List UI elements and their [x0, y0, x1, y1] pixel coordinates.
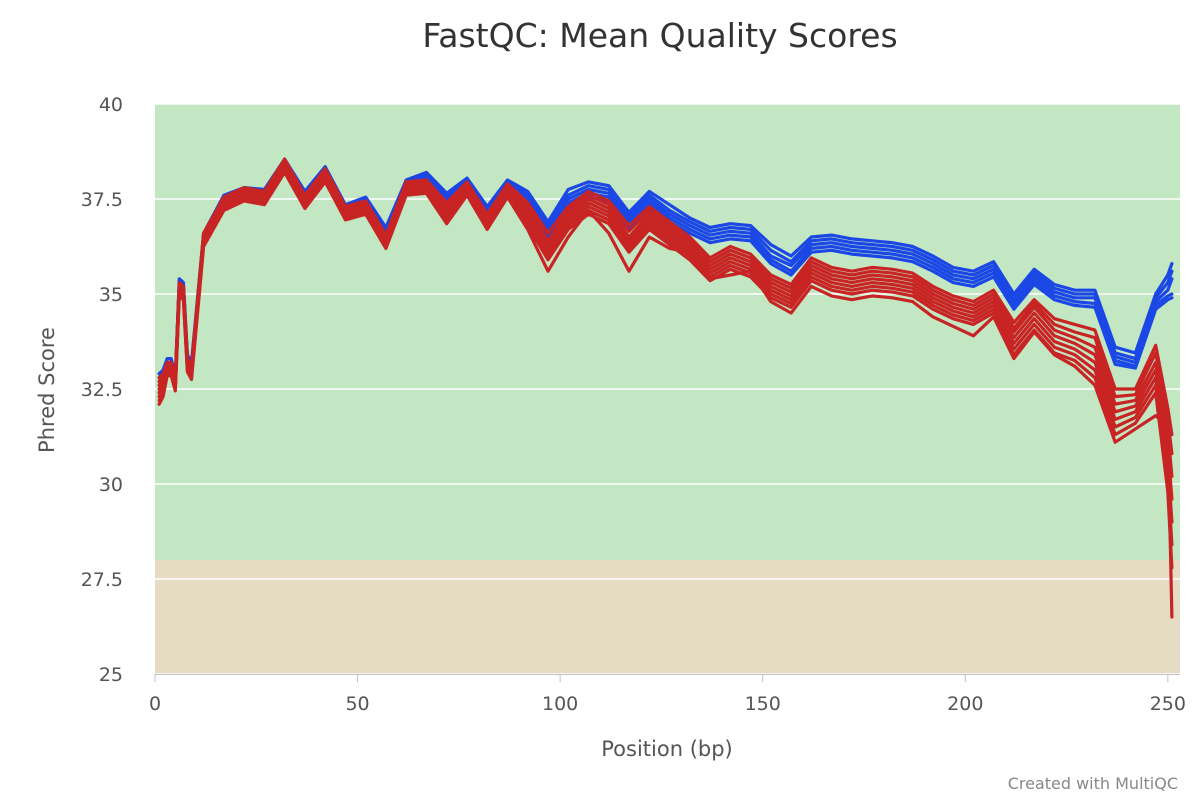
band-1 — [155, 560, 1180, 674]
credit-text[interactable]: Created with MultiQC — [1008, 774, 1178, 793]
y-tick-label: 35 — [99, 284, 123, 306]
y-tick-label: 32.5 — [81, 379, 123, 401]
x-tick-label: 50 — [345, 693, 369, 715]
series-line-12[interactable] — [157, 170, 1174, 619]
y-tick-label: 27.5 — [81, 569, 123, 591]
series-lines — [157, 157, 1174, 619]
chart-title: FastQC: Mean Quality Scores — [422, 16, 897, 55]
y-tick-label: 30 — [99, 474, 123, 496]
y-axis: 25 27.5 30 32.5 35 37.5 40 — [81, 94, 123, 686]
y-tick-label: 25 — [99, 664, 123, 686]
y-axis-label: Phred Score — [35, 327, 59, 453]
y-tick-label: 37.5 — [81, 189, 123, 211]
x-tick-label: 100 — [542, 693, 578, 715]
x-axis-label: Position (bp) — [601, 737, 733, 761]
x-tick-label: 250 — [1150, 693, 1186, 715]
y-tick-label: 40 — [99, 94, 123, 116]
x-tick-label: 200 — [947, 693, 983, 715]
x-tick-label: 150 — [745, 693, 781, 715]
x-tick-label: 0 — [149, 693, 161, 715]
x-axis: 0 50 100 150 200 250 — [149, 674, 1186, 715]
